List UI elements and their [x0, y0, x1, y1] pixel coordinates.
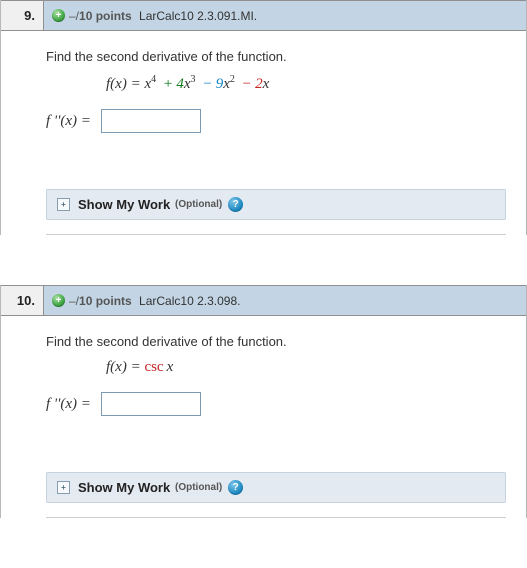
- op-minus: −: [199, 76, 215, 92]
- optional-label: (Optional): [172, 199, 222, 210]
- points-value: 10 points: [79, 9, 132, 23]
- question-body: Find the second derivative of the functi…: [1, 316, 526, 472]
- op-minus: −: [239, 76, 255, 92]
- question-9: 9. + –/10 points LarCalc10 2.3.091.MI. F…: [0, 0, 527, 235]
- question-source: LarCalc10 2.3.091.MI.: [136, 9, 257, 23]
- formula-lhs: f(x) = x: [106, 76, 151, 92]
- points-prefix: –/: [69, 294, 79, 308]
- question-meta: + –/10 points LarCalc10 2.3.098.: [44, 294, 526, 308]
- help-icon[interactable]: ?: [228, 480, 243, 495]
- expand-details-icon[interactable]: +: [52, 9, 65, 22]
- question-number: 10.: [1, 286, 44, 315]
- answer-line: f ''(x) =: [46, 392, 506, 416]
- help-icon[interactable]: ?: [228, 197, 243, 212]
- expand-icon[interactable]: +: [57, 198, 70, 211]
- question-number: 9.: [1, 1, 44, 30]
- question-10: 10. + –/10 points LarCalc10 2.3.098. Fin…: [0, 285, 527, 518]
- answer-input[interactable]: [101, 392, 201, 416]
- question-prompt: Find the second derivative of the functi…: [46, 49, 506, 64]
- divider: [46, 234, 506, 235]
- question-source: LarCalc10 2.3.098.: [136, 294, 241, 308]
- points-prefix: –/: [69, 9, 79, 23]
- function-formula: f(x) = cscx: [106, 359, 506, 376]
- question-meta: + –/10 points LarCalc10 2.3.091.MI.: [44, 9, 526, 23]
- divider: [46, 517, 506, 518]
- expand-icon[interactable]: +: [57, 481, 70, 494]
- answer-line: f ''(x) =: [46, 109, 506, 133]
- function-formula: f(x) = x4 +4x3 −9x2 −2x: [106, 74, 506, 93]
- show-my-work-bar[interactable]: + Show My Work (Optional) ?: [46, 472, 506, 503]
- show-my-work-bar[interactable]: + Show My Work (Optional) ?: [46, 189, 506, 220]
- answer-input[interactable]: [101, 109, 201, 133]
- answer-lhs: f ''(x) =: [46, 396, 91, 413]
- optional-label: (Optional): [172, 482, 222, 493]
- show-my-work-label: Show My Work: [78, 480, 170, 495]
- formula-lhs: f(x) =: [106, 359, 144, 375]
- op-plus: +: [160, 76, 176, 92]
- expand-details-icon[interactable]: +: [52, 294, 65, 307]
- points-value: 10 points: [79, 294, 132, 308]
- question-body: Find the second derivative of the functi…: [1, 31, 526, 189]
- csc-label: csc: [144, 359, 166, 375]
- question-prompt: Find the second derivative of the functi…: [46, 334, 506, 349]
- question-header: 9. + –/10 points LarCalc10 2.3.091.MI.: [1, 0, 526, 31]
- question-header: 10. + –/10 points LarCalc10 2.3.098.: [1, 285, 526, 316]
- show-my-work-label: Show My Work: [78, 197, 170, 212]
- answer-lhs: f ''(x) =: [46, 113, 91, 130]
